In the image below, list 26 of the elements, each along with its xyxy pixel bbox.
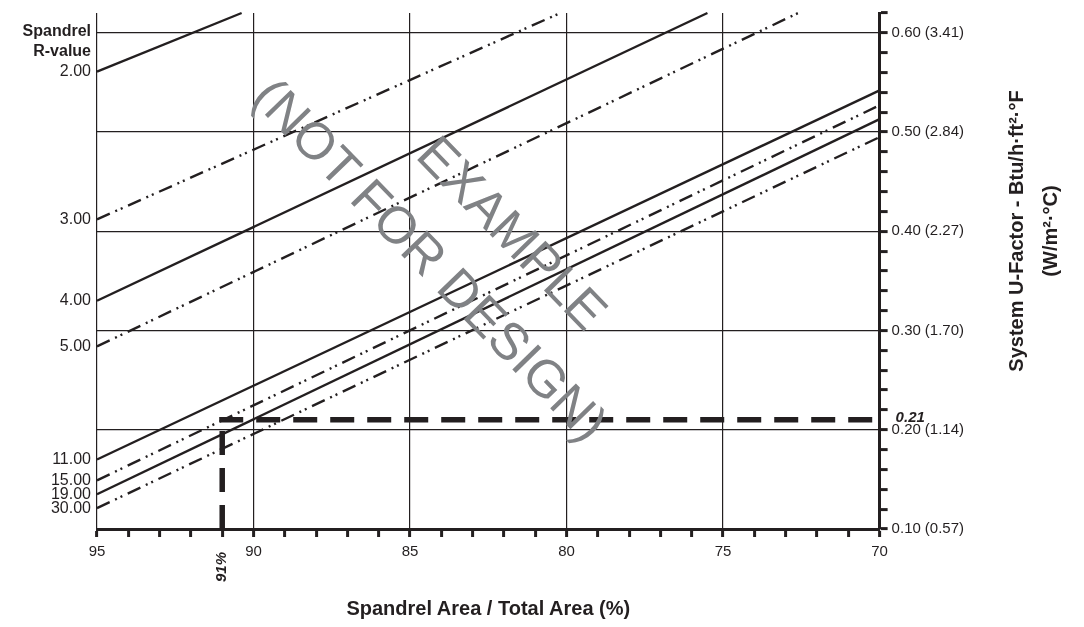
ref-line-label: 91% xyxy=(212,551,230,583)
x-tick-label: 80 xyxy=(558,542,575,560)
x-axis-title: Spandrel Area / Total Area (%) xyxy=(346,596,631,619)
x-tick-label: 85 xyxy=(401,542,419,560)
y2-tick-label: (3.41) xyxy=(924,22,964,40)
series-label: 4.00 xyxy=(59,291,92,309)
x-tick-label: 70 xyxy=(871,542,888,560)
y2-tick-label: (1.14) xyxy=(924,419,964,437)
x-tick-label: 75 xyxy=(714,542,732,560)
y2-tick-label: (2.84) xyxy=(924,122,964,140)
x-tick-label: 95 xyxy=(88,542,106,560)
y2-tick-label: (1.70) xyxy=(924,320,964,338)
legend-title: Spandrel R-value xyxy=(22,21,92,59)
series-label: 2.00 xyxy=(59,61,92,79)
y-tick-label: 0.40 xyxy=(891,221,921,239)
y-tick-label: 0.10 xyxy=(891,519,921,537)
y-tick-label: 0.60 xyxy=(891,22,921,40)
series-label: 5.00 xyxy=(59,336,92,354)
x-tick-label: 90 xyxy=(245,542,262,560)
series-label: 11.00 xyxy=(52,449,92,467)
y2-tick-label: (0.57) xyxy=(924,519,964,537)
y-tick-label: 0.30 xyxy=(891,320,921,338)
y2-tick-label: (2.27) xyxy=(924,221,964,239)
y-tick-label: 0.50 xyxy=(891,122,921,140)
y2-axis-title: System U-Factor - Btu/h·ft²·°F (W/m²·°C) xyxy=(1005,90,1062,372)
series-label: 3.00 xyxy=(59,209,92,227)
